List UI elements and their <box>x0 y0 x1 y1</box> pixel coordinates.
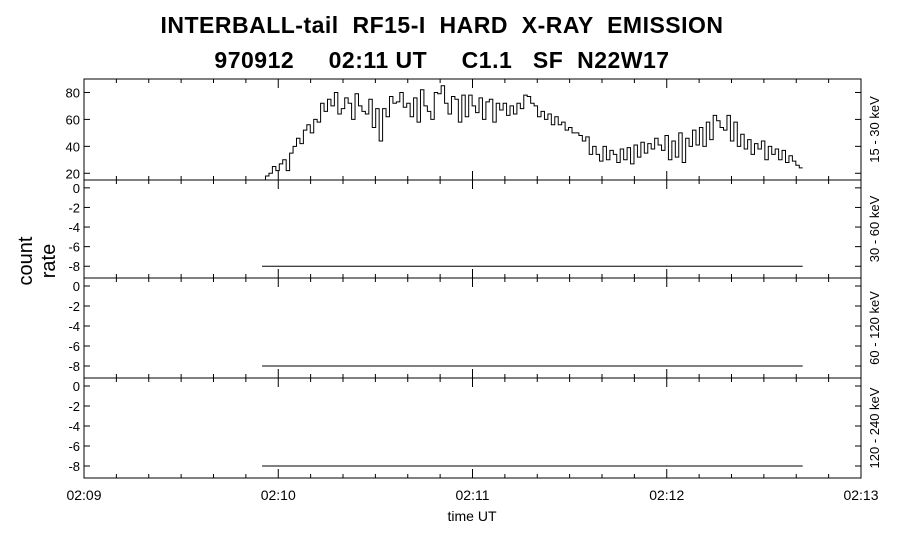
panel-energy-label: 30 - 60 keV <box>867 195 882 262</box>
y-tick-label: -6 <box>68 339 80 354</box>
y-tick-label: 0 <box>73 379 80 394</box>
y-tick-label: -8 <box>68 259 80 274</box>
panel-frame-1 <box>83 78 862 181</box>
panel-frame-3 <box>83 277 862 379</box>
x-tick-label: 02:13 <box>843 487 878 503</box>
y-tick-label: -4 <box>68 419 80 434</box>
x-tick-label: 02:12 <box>649 487 684 503</box>
x-tick-label: 02:10 <box>261 487 296 503</box>
y-tick-label: 0 <box>73 279 80 294</box>
panel-energy-label: 15 - 30 keV <box>867 96 882 163</box>
panel-frame-2 <box>83 179 862 279</box>
y-tick-label: 20 <box>66 166 80 181</box>
chart-title: INTERBALL-tail RF15-I HARD X-RAY EMISSIO… <box>160 12 724 38</box>
x-axis-label: time UT <box>448 508 497 524</box>
panel-frame-4 <box>83 377 862 479</box>
panel-energy-label: 120 - 240 keV <box>867 387 882 468</box>
y-tick-label: -4 <box>68 220 80 235</box>
x-tick-label: 02:09 <box>66 487 101 503</box>
y-tick-label: -6 <box>68 439 80 454</box>
y-tick-label: -2 <box>68 200 80 215</box>
y-tick-label: 60 <box>66 112 80 127</box>
series-line-1 <box>262 85 803 181</box>
y-tick-label: 0 <box>73 181 80 196</box>
y-tick-label: -8 <box>68 459 80 474</box>
y-tick-label: -6 <box>68 240 80 255</box>
y-tick-label: 80 <box>66 85 80 100</box>
chart-subtitle: 970912 02:11 UT C1.1 SF N22W17 <box>214 47 670 73</box>
y-tick-label: -4 <box>68 319 80 334</box>
y-tick-label: -2 <box>68 399 80 414</box>
y-tick-label: -2 <box>68 299 80 314</box>
panel-energy-label: 60 - 120 keV <box>867 291 882 365</box>
y-tick-label: 40 <box>66 139 80 154</box>
y-tick-label: -8 <box>68 359 80 374</box>
x-tick-label: 02:11 <box>456 487 490 503</box>
